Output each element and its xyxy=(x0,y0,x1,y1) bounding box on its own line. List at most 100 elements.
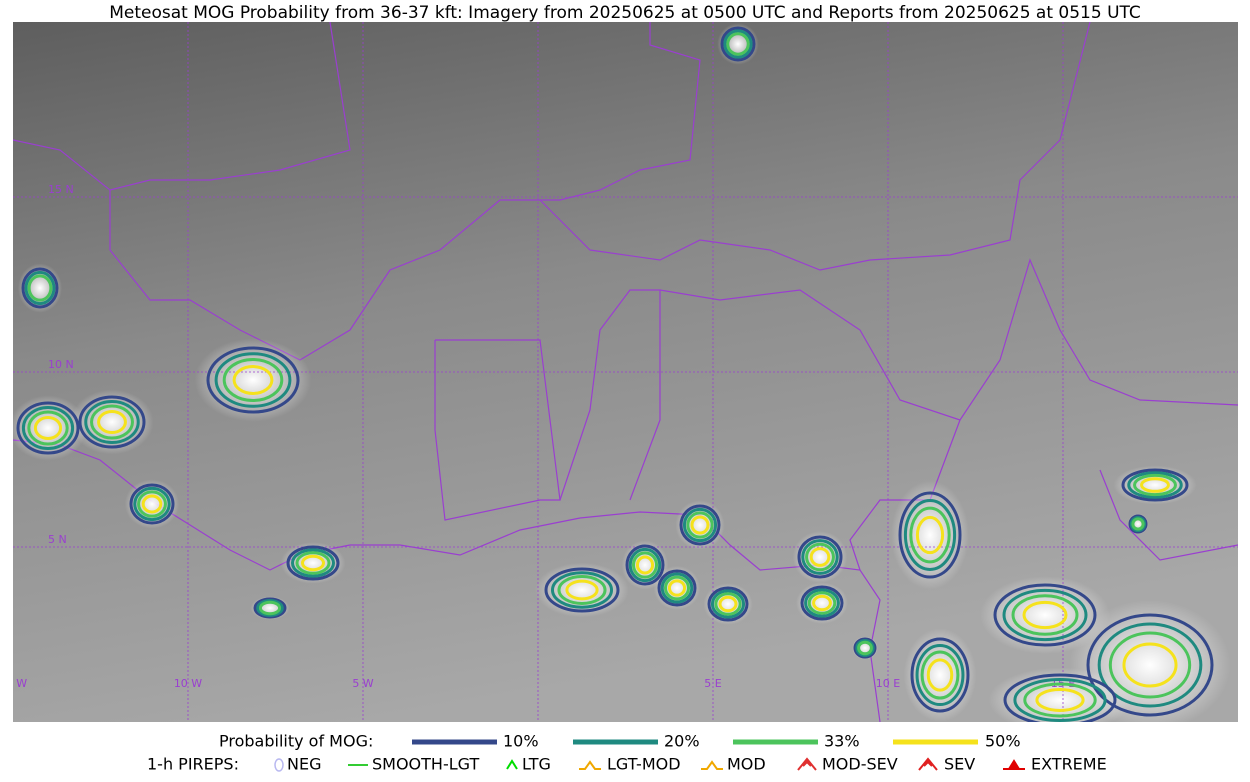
contour xyxy=(714,592,742,616)
legend-entry: 50% xyxy=(985,732,1021,751)
contour xyxy=(723,29,753,59)
contour xyxy=(1003,673,1117,722)
pirep-icon xyxy=(579,760,601,770)
contour xyxy=(565,579,599,601)
contour xyxy=(129,483,175,525)
contour xyxy=(898,491,962,579)
legend-label: Probability of MOG: xyxy=(219,732,373,751)
legend-entry: 33% xyxy=(824,732,860,751)
contour xyxy=(21,267,59,309)
contour xyxy=(682,507,718,543)
lat-label: 5 N xyxy=(48,533,67,546)
cloud xyxy=(70,389,154,455)
lon-label: 5 W xyxy=(352,677,373,690)
pirep-icon xyxy=(797,757,817,771)
contour xyxy=(857,640,873,656)
contour xyxy=(707,586,749,622)
contour xyxy=(809,547,831,567)
contour xyxy=(1035,688,1085,712)
legend-entry: SMOOTH-LGT xyxy=(372,755,479,774)
contour xyxy=(804,588,840,618)
contour xyxy=(253,597,287,619)
lon-label: 15 W xyxy=(0,677,27,690)
cloud xyxy=(535,562,629,618)
contour xyxy=(720,26,756,62)
contour xyxy=(628,547,662,583)
legend-entry: MOD-SEV xyxy=(822,755,898,774)
legend-entry: LGT-MOD xyxy=(607,755,681,774)
legend: Probability of MOG: 1-h PIREPS: 10% 20% 33… xyxy=(147,732,1107,774)
border-line xyxy=(849,419,961,571)
cloud xyxy=(891,480,969,590)
lat-label: 10 N xyxy=(48,358,74,371)
contour xyxy=(1002,588,1088,642)
contour xyxy=(718,595,738,613)
contour xyxy=(90,404,134,440)
contour xyxy=(291,548,335,578)
contour xyxy=(544,567,620,613)
contour xyxy=(726,32,750,56)
contour xyxy=(24,270,56,306)
contour xyxy=(920,650,960,700)
legend-entry: NEG xyxy=(287,755,321,774)
border-line xyxy=(559,289,661,501)
contour xyxy=(27,410,69,446)
contour xyxy=(667,579,687,597)
cloud xyxy=(17,263,63,313)
cloud xyxy=(1113,465,1197,505)
contour xyxy=(1108,631,1192,699)
pirep-icon xyxy=(274,758,284,772)
lon-label: 10 W xyxy=(174,677,202,690)
legend-entry: 20% xyxy=(664,732,700,751)
contour xyxy=(78,395,146,449)
cloud xyxy=(675,500,725,550)
contour xyxy=(141,494,163,514)
contour xyxy=(635,555,655,575)
contour xyxy=(1140,477,1170,493)
contour xyxy=(657,569,697,607)
border-line xyxy=(13,22,701,361)
title: Meteosat MOG Probability from 36-37 kft:… xyxy=(109,3,1141,23)
cloud xyxy=(903,628,977,722)
contour xyxy=(801,539,839,575)
contour xyxy=(805,542,835,572)
border-line xyxy=(1099,469,1238,561)
pirep-icon xyxy=(1003,759,1025,770)
contour xyxy=(679,504,721,546)
contour xyxy=(84,400,140,444)
contour xyxy=(550,571,614,609)
contour xyxy=(1023,682,1097,718)
contour xyxy=(660,572,694,604)
lon-label: 10 E xyxy=(876,677,900,690)
cloud xyxy=(792,531,848,583)
contour xyxy=(21,406,75,450)
contour xyxy=(1022,600,1068,630)
border-line xyxy=(434,339,561,521)
contour xyxy=(27,274,53,302)
contour xyxy=(909,506,951,564)
contour xyxy=(256,599,284,617)
legend-entry: 10% xyxy=(503,732,539,751)
contour xyxy=(1131,517,1145,531)
contour xyxy=(807,591,837,615)
lon-label: 5 E xyxy=(704,677,721,690)
cloud xyxy=(194,338,312,422)
contour xyxy=(812,594,832,612)
contour xyxy=(1011,594,1079,636)
border-line xyxy=(109,22,351,191)
contour xyxy=(1097,622,1203,708)
contour xyxy=(301,554,325,572)
contour xyxy=(557,575,607,605)
pirep-icon xyxy=(701,760,723,770)
contour xyxy=(1121,468,1189,502)
probability-contours xyxy=(16,26,1214,722)
contour xyxy=(137,490,167,518)
cloud xyxy=(124,479,180,529)
cloud xyxy=(980,576,1110,654)
contour xyxy=(855,639,875,657)
contour xyxy=(1127,471,1183,499)
legend-label: 1-h PIREPS: xyxy=(147,755,239,774)
contour xyxy=(915,643,965,707)
